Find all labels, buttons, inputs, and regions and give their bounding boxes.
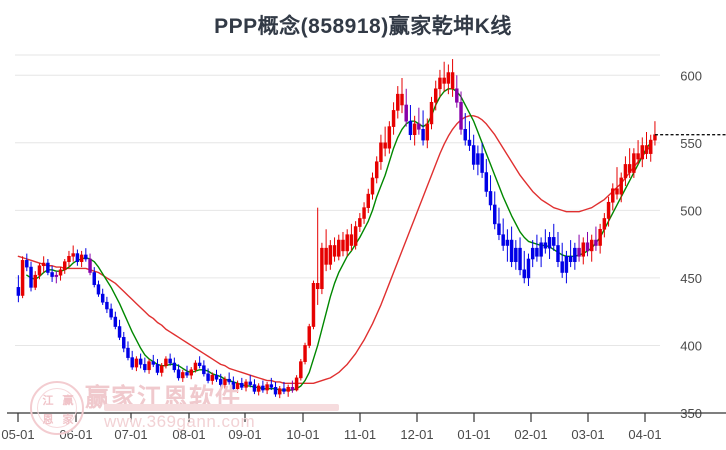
svg-text:04-01: 04-01: [628, 427, 661, 442]
svg-text:03-01: 03-01: [571, 427, 604, 442]
svg-text:10-01: 10-01: [286, 427, 319, 442]
svg-text:12-01: 12-01: [400, 427, 433, 442]
svg-text:500: 500: [680, 203, 702, 218]
svg-text:400: 400: [680, 338, 702, 353]
svg-text:05-01: 05-01: [1, 427, 34, 442]
svg-text:450: 450: [680, 271, 702, 286]
svg-text:01-01: 01-01: [457, 427, 490, 442]
candlestick-series[interactable]: [16, 59, 657, 399]
svg-text:07-01: 07-01: [114, 427, 147, 442]
svg-text:02-01: 02-01: [514, 427, 547, 442]
moving-average-long-line: [17, 115, 652, 384]
x-axis: [7, 412, 726, 422]
svg-text:550: 550: [680, 136, 702, 151]
x-axis-tick-labels: 05-01 06-01 07-01 08-01 09-01 10-01 11-01 12-01…: [1, 427, 661, 442]
svg-text:11-01: 11-01: [344, 427, 376, 442]
svg-text:600: 600: [680, 68, 702, 83]
gridlines: [15, 54, 660, 414]
svg-text:08-01: 08-01: [172, 427, 205, 442]
svg-text:06-01: 06-01: [59, 427, 92, 442]
page-title: PPP概念(858918)赢家乾坤K线: [214, 15, 512, 38]
svg-text:09-01: 09-01: [228, 427, 261, 442]
